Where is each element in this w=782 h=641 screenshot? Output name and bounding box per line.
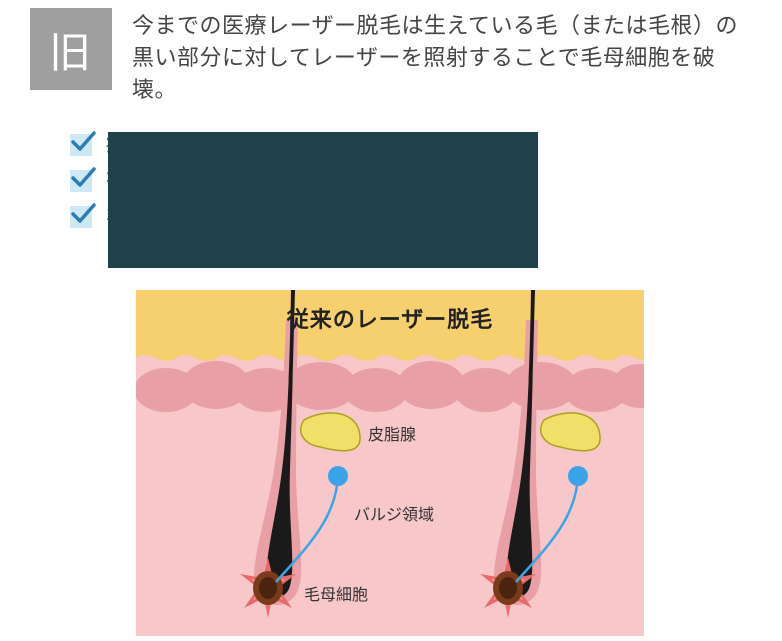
skin-diagram: 従来のレーザー脱毛	[136, 290, 644, 636]
check-icon	[70, 170, 92, 192]
label-matrix: 毛母細胞	[304, 586, 368, 604]
legacy-badge: 旧	[30, 8, 112, 90]
diagram-title: 従来のレーザー脱毛	[287, 302, 494, 334]
overlay-panel	[108, 132, 538, 268]
description-text: 今までの医療レーザー脱毛は生えている毛（または毛根）の黒い部分に対してレーザーを…	[132, 8, 752, 106]
check-icon	[70, 134, 92, 156]
check-icon	[70, 206, 92, 228]
legacy-badge-label: 旧	[49, 19, 93, 80]
label-sebaceous: 皮脂腺	[368, 426, 416, 444]
label-bulge: バルジ領域	[354, 506, 434, 524]
